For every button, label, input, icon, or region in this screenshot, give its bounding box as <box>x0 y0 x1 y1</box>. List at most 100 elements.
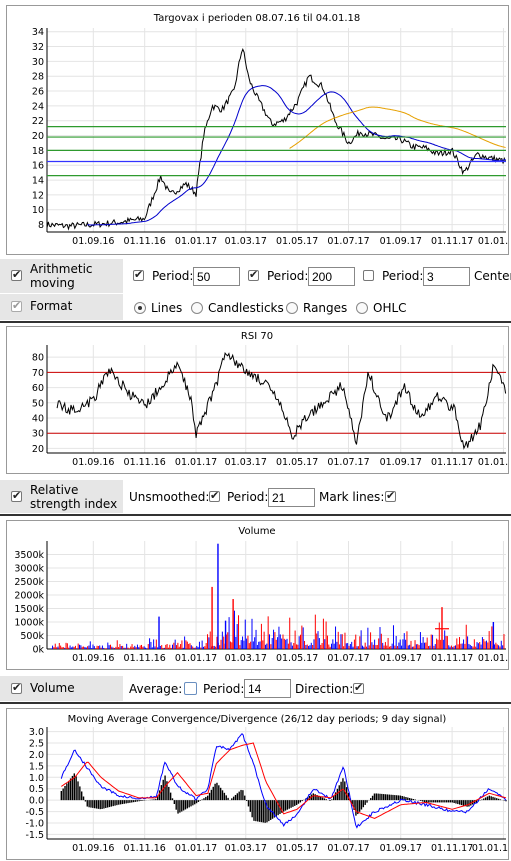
x-tick-label: 01.05.17 <box>276 236 318 247</box>
x-tick-label: 01.03.17 <box>225 653 267 664</box>
x-tick-label: 01.09.16 <box>72 653 114 664</box>
unsmoothed-checkbox[interactable] <box>209 489 220 502</box>
volume-period-label: Period: <box>203 682 245 696</box>
mark-lines-label: Mark lines: <box>319 490 385 504</box>
y-tick-label: 500k <box>20 631 44 642</box>
macd-chart: Moving Average Convergence/Divergence (2… <box>25 714 508 854</box>
signal-line <box>61 742 507 819</box>
x-tick-label: 01.07.17 <box>327 653 369 664</box>
x-tick-label: 01.09.16 <box>72 457 114 468</box>
format-label: Format <box>30 299 73 313</box>
radio-ohlc[interactable] <box>356 302 368 314</box>
separator-3 <box>0 702 511 704</box>
period2-input[interactable] <box>308 267 355 286</box>
y-tick-label: 1.0 <box>29 773 44 784</box>
y-tick-label: 14 <box>32 176 44 187</box>
y-tick-label: 40 <box>32 414 44 425</box>
plot-area <box>47 28 506 232</box>
period2-label: Period: <box>267 269 309 283</box>
rsi-line <box>56 352 507 450</box>
separator-1 <box>0 321 511 323</box>
x-tick-label: 01.11.16 <box>124 457 166 468</box>
period3-checkbox[interactable] <box>363 270 374 281</box>
y-tick-label: 16 <box>32 161 44 172</box>
radio-ranges[interactable] <box>286 302 298 314</box>
y-tick-label: -1.0 <box>25 819 44 830</box>
y-tick-label: 0.0 <box>29 796 44 807</box>
x-tick-label: 01.01. <box>478 653 508 664</box>
rsi-chart-title: RSI 70 <box>241 331 273 342</box>
y-tick-label: 2500k <box>14 577 44 588</box>
ma200-line <box>289 106 506 149</box>
x-tick-label: 01.01.18 <box>472 843 508 854</box>
y-tick-label: 2000k <box>14 591 44 602</box>
rsi-chart-panel: RSI 70 80 70 60 50 40 30 20 01.09.16 01.11.16 01.0… <box>6 326 509 474</box>
price-chart: Targovax i perioden 08.07.16 til 04.01.1… <box>32 13 508 247</box>
center-label: Center <box>474 269 511 283</box>
option-candlesticks: Candlesticks <box>208 301 284 315</box>
ma-checkbox[interactable] <box>11 268 22 281</box>
plot-area <box>47 727 506 839</box>
direction-checkbox[interactable] <box>353 681 364 694</box>
y-tick-label: 60 <box>32 383 44 394</box>
y-tick-label: 3500k <box>14 550 44 561</box>
macd-line <box>60 732 507 829</box>
y-tick-label: 0k <box>32 645 44 656</box>
x-tick-label: 01.09.17 <box>380 457 422 468</box>
y-tick-label: 30 <box>32 429 44 440</box>
ma50-line <box>87 85 506 226</box>
period3-input[interactable] <box>423 267 470 286</box>
radio-lines[interactable] <box>134 302 146 314</box>
y-tick-label: 1000k <box>14 618 44 629</box>
volume-checkbox[interactable] <box>11 681 22 694</box>
y-tick-label: 20 <box>32 444 44 455</box>
x-tick-label: 01.11.17 <box>431 457 473 468</box>
x-tick-label: 01.07.17 <box>327 236 369 247</box>
direction-label: Direction: <box>295 682 354 696</box>
x-tick-label: 01.11.16 <box>124 843 166 854</box>
radio-candlesticks[interactable] <box>191 302 203 314</box>
period3-label: Period: <box>382 269 424 283</box>
y-tick-label: 0.5 <box>29 784 44 795</box>
x-tick-label: 01.09.17 <box>380 236 422 247</box>
format-checkbox[interactable] <box>11 299 22 312</box>
mark-lines-checkbox[interactable] <box>385 489 396 502</box>
x-tick-label: 01.11.16 <box>124 653 166 664</box>
option-lines: Lines <box>151 301 183 315</box>
price-line <box>46 47 507 231</box>
y-tick-label: 12 <box>32 190 44 201</box>
x-tick-label: 01.09.17 <box>380 653 422 664</box>
x-tick-label: 01.05.17 <box>276 653 318 664</box>
ma-controls: Arithmetic moving average Period: Period… <box>0 259 511 304</box>
volume-chart: Volume 3500k 3000k 2500k 2000k 1500k 1000k 500k… <box>14 526 508 664</box>
average-checkbox[interactable] <box>184 682 197 695</box>
x-tick-label: 01.03.17 <box>225 457 267 468</box>
rsi-label: Relative strength index <box>30 483 118 511</box>
x-tick-label: 01.09.16 <box>72 843 114 854</box>
x-tick-label: 01.11.17 <box>431 236 473 247</box>
x-tick-label: 01.03.17 <box>225 236 267 247</box>
y-tick-label: 28 <box>32 72 44 83</box>
x-tick-label: 01.09.16 <box>72 236 114 247</box>
period2-checkbox[interactable] <box>248 268 259 281</box>
rsi-period-input[interactable] <box>268 488 315 507</box>
separator-2 <box>0 514 511 516</box>
x-tick-label: 01.01.17 <box>175 236 217 247</box>
price-chart-panel: Targovax i perioden 08.07.16 til 04.01.1… <box>6 5 509 255</box>
x-tick-label: 01.01. <box>478 236 508 247</box>
y-tick-label: 22 <box>32 116 44 127</box>
period1-label: Period: <box>152 269 194 283</box>
macd-chart-panel: Moving Average Convergence/Divergence (2… <box>6 708 509 860</box>
rsi-checkbox[interactable] <box>11 489 22 502</box>
period1-checkbox[interactable] <box>133 268 144 281</box>
y-tick-label: -0.5 <box>25 807 44 818</box>
period1-input[interactable] <box>193 267 240 286</box>
volume-period-input[interactable] <box>244 679 291 698</box>
y-tick-label: 70 <box>32 368 44 379</box>
y-tick-label: 8 <box>38 220 44 231</box>
y-tick-label: 24 <box>32 101 44 112</box>
volume-label: Volume <box>30 681 75 695</box>
format-controls: Format Lines Candlesticks Ranges OHLC <box>0 294 511 320</box>
y-tick-label: 18 <box>32 146 44 157</box>
y-tick-label: 26 <box>32 87 44 98</box>
